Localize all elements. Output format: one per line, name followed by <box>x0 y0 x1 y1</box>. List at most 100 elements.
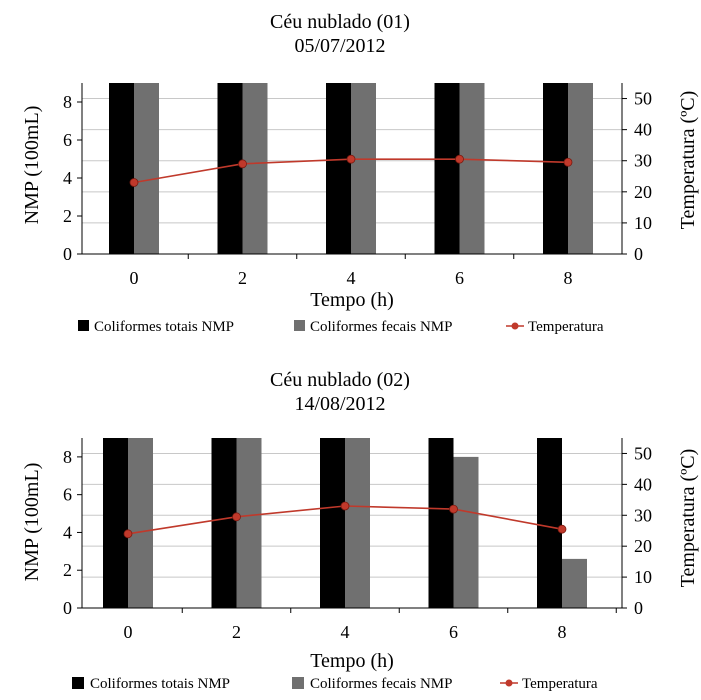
chart-1-subtitle: 05/07/2012 <box>294 35 385 57</box>
chart-1-bar-totais-4 <box>326 83 351 254</box>
chart-1-legend-swatch-fecais <box>294 320 305 331</box>
chart-1-title: Céu nublado (01) <box>270 11 410 33</box>
chart-2-right-tick-labels: 0 10 20 30 40 50 <box>634 443 652 618</box>
chart-2-y-right-axis-label: Temperatura (ºC) <box>677 449 699 588</box>
chart-2-temperature-line <box>123 501 567 539</box>
chart-2-right-tick-label-10: 10 <box>634 567 652 587</box>
chart-1-temperature-point-4 <box>346 154 356 164</box>
chart-2-bar-fecais-6 <box>453 456 479 608</box>
chart-1-bar-totais-8 <box>543 83 568 254</box>
chart-1-legend-label-fecais: Coliformes fecais NMP <box>310 319 452 335</box>
chart-2-left-tick-label-2: 2 <box>63 560 72 580</box>
chart-2-bars <box>103 438 587 608</box>
chart-1-right-tick-label-10: 10 <box>634 213 652 233</box>
chart-1-legend-swatch-totais <box>78 320 89 331</box>
chart-2-left-tick-label-0: 0 <box>63 598 72 618</box>
chart-2-bar-totais-8 <box>537 438 562 608</box>
chart-2-left-tick-label-6: 6 <box>63 485 72 505</box>
chart-2-temperature-point-0 <box>123 529 133 539</box>
chart-1-x-tick-label-8: 8 <box>564 268 573 288</box>
chart-2-left-tick-label-8: 8 <box>63 447 72 467</box>
chart-1-bar-totais-0 <box>109 83 134 254</box>
chart-2-legend-swatch-fecais <box>292 677 304 689</box>
chart-1-x-tick-labels: 0 2 4 6 8 <box>130 268 573 288</box>
chart-2-axes <box>77 438 627 613</box>
chart-2-bar-totais-6 <box>428 438 454 608</box>
chart-2-bar-totais-0 <box>103 438 128 608</box>
chart-1-legend-marker-temperatura <box>511 322 519 330</box>
chart-2-right-tick-label-0: 0 <box>634 598 643 618</box>
chart-1-right-tick-label-50: 50 <box>634 89 652 109</box>
chart-1-temperature-line <box>129 154 573 187</box>
chart-2-bar-fecais-8 <box>562 558 587 608</box>
chart-1-x-tick-label-6: 6 <box>455 268 464 288</box>
chart-2-bar-fecais-4 <box>345 438 370 608</box>
chart-1-temperature-point-0 <box>129 178 139 187</box>
chart-2-legend-label-fecais: Coliformes fecais NMP <box>310 676 452 692</box>
chart-1-right-tick-label-0: 0 <box>634 244 643 264</box>
chart-2-right-tick-label-30: 30 <box>634 505 652 525</box>
chart-1-left-tick-label-8: 8 <box>63 92 72 112</box>
chart-1-left-tick-label-2: 2 <box>63 206 72 226</box>
chart-1-bar-fecais-0 <box>134 83 159 254</box>
chart-2-right-tick-label-20: 20 <box>634 536 652 556</box>
chart-2-subtitle: 14/08/2012 <box>294 393 385 415</box>
chart-1-right-tick-label-40: 40 <box>634 120 652 140</box>
chart-1-temperature-point-8 <box>563 157 573 167</box>
chart-1-bar-totais-2 <box>217 83 243 254</box>
chart-2-x-tick-labels: 0 2 4 6 8 <box>124 622 567 642</box>
chart-2-bar-totais-4 <box>320 438 345 608</box>
chart-1-legend: Coliformes totais NMP Coliformes fecais … <box>78 319 604 335</box>
chart-1-left-tick-labels: 0 2 4 6 8 <box>63 92 72 264</box>
chart-2-legend: Coliformes totais NMP Coliformes fecais … <box>72 676 598 692</box>
chart-1-temperature-point-2 <box>238 159 247 169</box>
chart-2-left-tick-label-4: 4 <box>63 522 72 542</box>
chart-2-temperature-point-4 <box>340 501 350 511</box>
chart-1-bar-fecais-6 <box>459 83 485 254</box>
chart-2-x-axis-label: Tempo (h) <box>310 650 394 672</box>
chart-2-x-tick-label-4: 4 <box>341 622 350 642</box>
chart-2-right-tick-label-50: 50 <box>634 443 652 463</box>
chart-1-right-tick-label-30: 30 <box>634 151 652 171</box>
chart-1-y-right-axis-label: Temperatura (ºC) <box>677 91 699 230</box>
chart-1-right-tick-labels: 0 10 20 30 40 50 <box>634 89 652 264</box>
chart-1-x-axis-label: Tempo (h) <box>310 289 394 311</box>
chart-1-left-tick-label-4: 4 <box>63 168 72 188</box>
chart-2-x-tick-label-2: 2 <box>232 622 241 642</box>
chart-2-legend-label-temperatura: Temperatura <box>522 676 598 692</box>
chart-1-bar-fecais-2 <box>242 83 268 254</box>
chart-2-right-tick-label-40: 40 <box>634 474 652 494</box>
chart-2-y-axis-label: NMP (100mL) <box>21 463 43 582</box>
chart-2-x-tick-label-0: 0 <box>124 622 133 642</box>
chart-2-temperature-point-6 <box>449 504 458 514</box>
chart-2-x-tick-label-8: 8 <box>558 622 567 642</box>
chart-1-temperature-point-6 <box>455 154 464 164</box>
chart-1-bar-fecais-8 <box>568 83 593 254</box>
chart-1-axes <box>77 83 627 259</box>
chart-2-legend-marker-temperatura <box>505 679 513 687</box>
chart-1-right-tick-label-20: 20 <box>634 182 652 202</box>
chart-2-temperature-point-2 <box>232 512 241 522</box>
chart-1-x-tick-label-2: 2 <box>238 268 247 288</box>
chart-2-title: Céu nublado (02) <box>270 369 410 391</box>
chart-2-legend-swatch-totais <box>72 677 84 689</box>
chart-2-legend-label-totais: Coliformes totais NMP <box>90 676 230 692</box>
chart-1-legend-label-totais: Coliformes totais NMP <box>94 319 234 335</box>
chart-2-bar-fecais-2 <box>236 438 262 608</box>
chart-2-left-tick-labels: 0 2 4 6 8 <box>63 447 72 618</box>
chart-1-bar-totais-6 <box>434 83 460 254</box>
chart-1-y-axis-label: NMP (100mL) <box>21 106 43 225</box>
chart-2-temperature-point-8 <box>557 524 567 534</box>
chart-1-x-tick-label-0: 0 <box>130 268 139 288</box>
chart-1-bar-fecais-4 <box>351 83 376 254</box>
chart-1-bars <box>109 83 593 254</box>
chart-2-bar-fecais-0 <box>128 438 153 608</box>
chart-2-bar-totais-2 <box>211 438 237 608</box>
chart-1-left-tick-label-6: 6 <box>63 130 72 150</box>
chart-1-legend-label-temperatura: Temperatura <box>528 319 604 335</box>
chart-1: Céu nublado (01) 05/07/2012 0 2 4 6 8 0 10 20 3… <box>21 11 699 335</box>
chart-2-x-tick-label-6: 6 <box>449 622 458 642</box>
